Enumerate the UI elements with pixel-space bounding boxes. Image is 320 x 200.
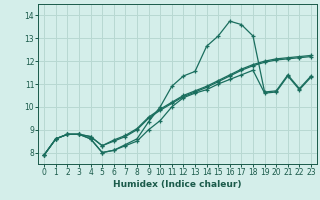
X-axis label: Humidex (Indice chaleur): Humidex (Indice chaleur) — [113, 180, 242, 189]
